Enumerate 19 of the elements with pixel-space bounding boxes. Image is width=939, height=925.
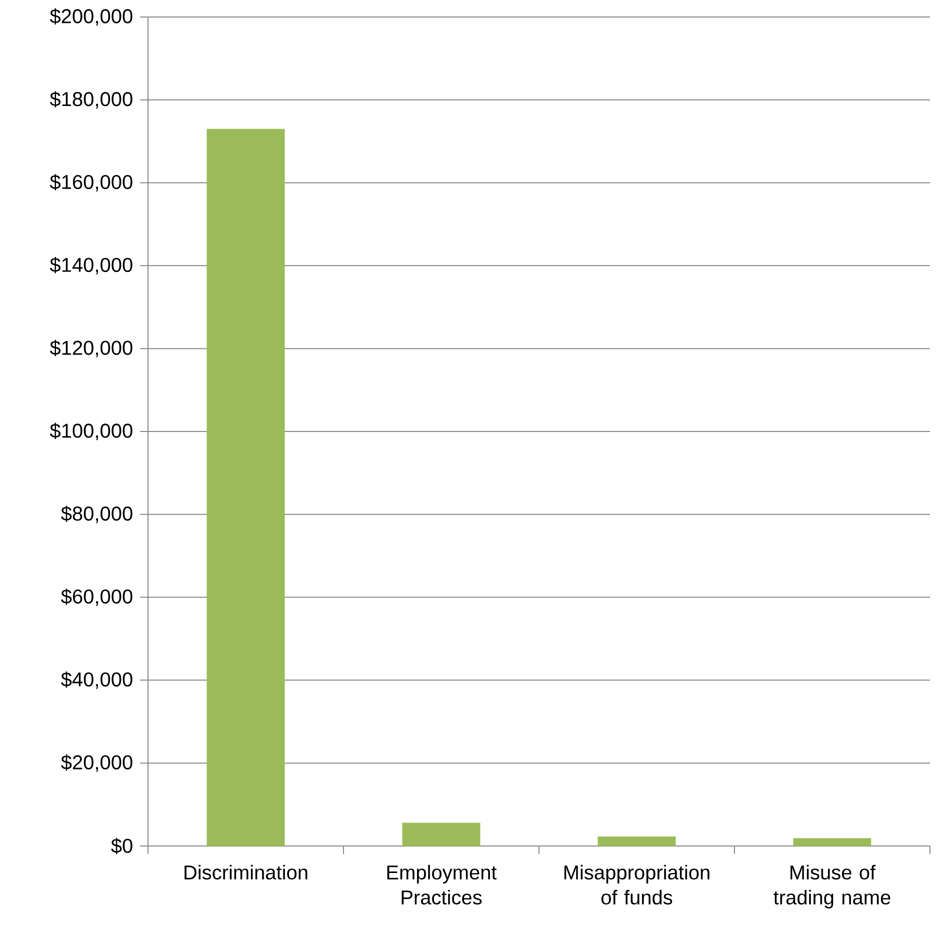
x-tick-label: Discrimination bbox=[184, 864, 308, 880]
y-tick-label: $200,000 bbox=[50, 8, 132, 26]
x-tick-label: Employment Practices bbox=[387, 864, 497, 905]
x-tick-label: Misappropriation of funds bbox=[564, 864, 710, 905]
y-tick-label: $140,000 bbox=[50, 257, 132, 274]
y-tick-label: $60,000 bbox=[61, 588, 132, 606]
y-tick-label: $40,000 bbox=[61, 672, 132, 689]
x-tick-label: Misuse of trading name bbox=[774, 864, 890, 908]
bar bbox=[206, 128, 285, 846]
bar bbox=[793, 838, 872, 846]
y-tick-label: $120,000 bbox=[50, 340, 132, 358]
y-tick-label: $160,000 bbox=[50, 174, 132, 192]
bar bbox=[598, 836, 676, 846]
y-tick-label: $0 bbox=[111, 838, 132, 854]
y-tick-label: $180,000 bbox=[50, 91, 132, 109]
y-tick-label: $80,000 bbox=[61, 506, 132, 524]
y-tick-label: $20,000 bbox=[61, 754, 132, 772]
y-tick-label: $100,000 bbox=[50, 422, 132, 440]
bar bbox=[402, 822, 480, 846]
